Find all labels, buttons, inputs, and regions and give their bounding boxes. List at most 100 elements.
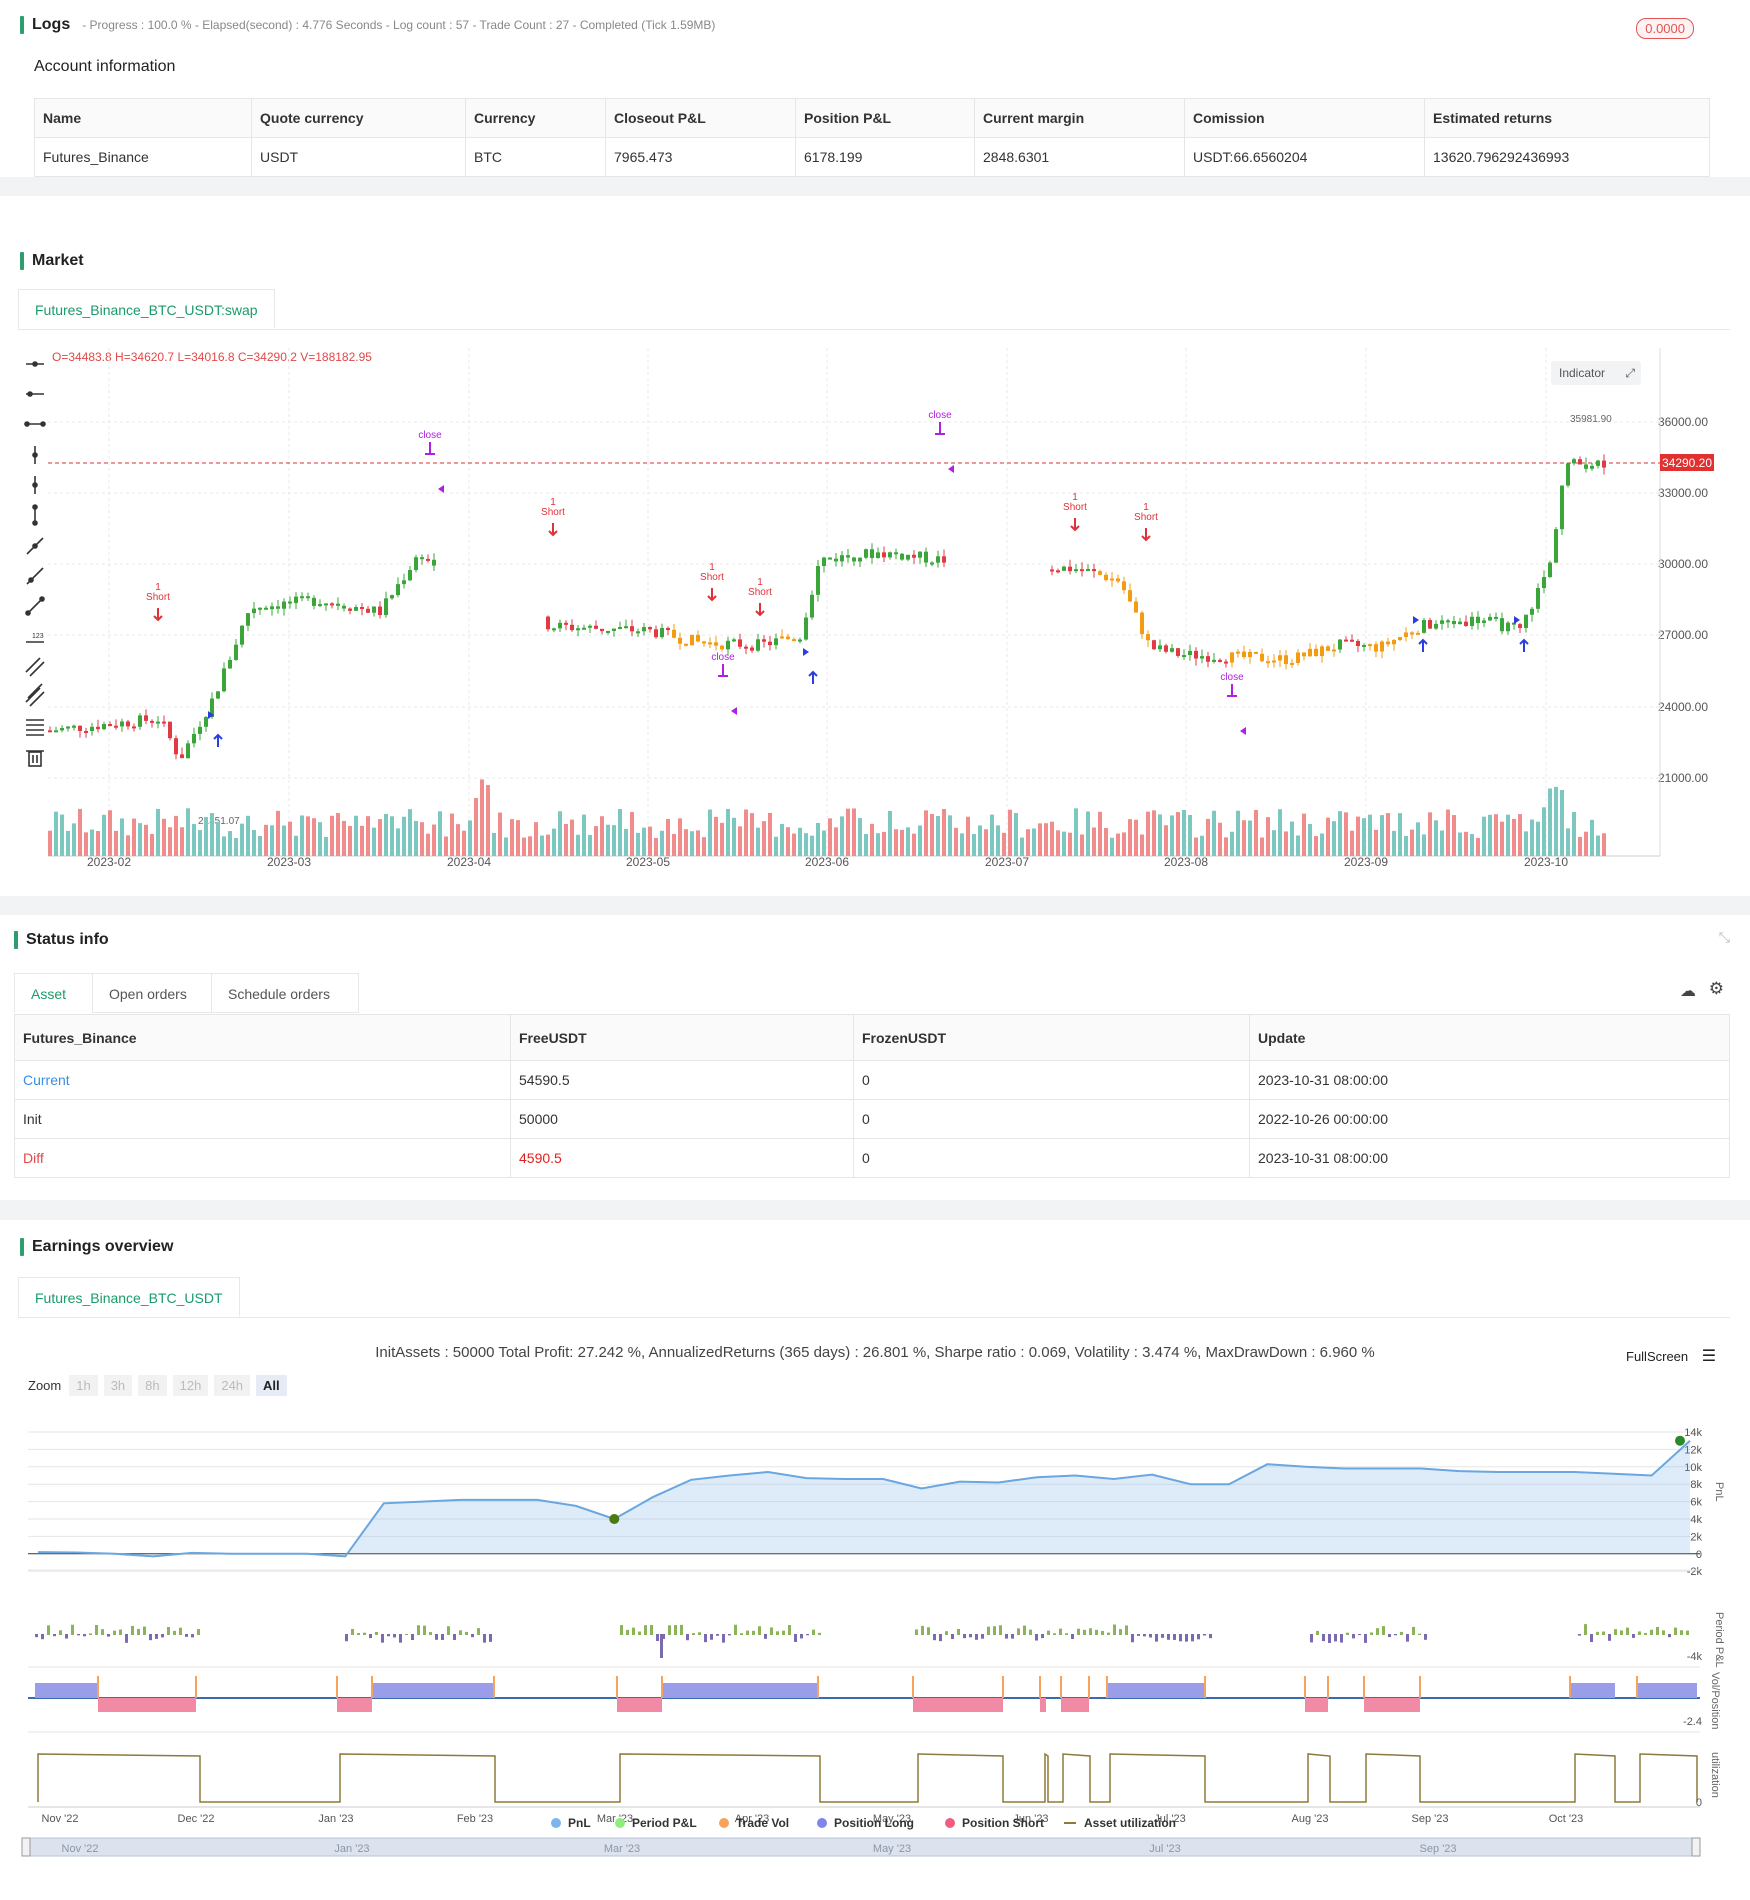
legend-item[interactable]: Position Short <box>945 1816 1044 1830</box>
period-pnl-bar <box>746 1630 749 1635</box>
candle-body <box>708 642 712 645</box>
period-pnl-bar <box>1119 1629 1122 1635</box>
period-pnl-bar <box>59 1630 62 1635</box>
candle-body <box>1464 621 1468 626</box>
parallel-channel-icon[interactable] <box>25 657 45 677</box>
candle-body <box>1182 655 1186 658</box>
close-flag-icon <box>948 465 954 473</box>
indicator-button[interactable]: Indicator ⤢ <box>1551 361 1641 385</box>
candle-body <box>210 698 214 718</box>
candle-body <box>822 557 826 567</box>
pitchfork-icon[interactable] <box>25 683 45 707</box>
expand-icon[interactable]: ⤢ <box>1625 366 1635 380</box>
legend-item[interactable]: PnL <box>551 1816 591 1830</box>
horizontal-line-icon[interactable] <box>26 361 44 367</box>
tab-asset[interactable]: Asset <box>14 973 93 1013</box>
candle-body <box>1500 618 1504 632</box>
candle-body <box>1386 641 1390 645</box>
legend-item[interactable]: Asset utilization <box>1064 1816 1176 1830</box>
candle-body <box>564 622 568 625</box>
zoom-24h-button[interactable]: 24h <box>214 1375 251 1396</box>
candle-body <box>246 613 250 626</box>
section-accent <box>20 252 24 270</box>
candle-body <box>192 733 196 744</box>
period-pnl-bar <box>660 1634 663 1658</box>
candle-body <box>252 608 256 614</box>
trash-icon[interactable] <box>26 750 44 767</box>
candle-body <box>1122 581 1126 591</box>
period-pnl-bar <box>447 1626 450 1635</box>
period-pnl-bar <box>1203 1634 1206 1636</box>
vertical-line-icon[interactable] <box>32 446 38 464</box>
volume-bar <box>1296 835 1300 856</box>
volume-bar <box>1278 809 1282 856</box>
trade-vol-bar <box>97 1676 99 1698</box>
market-panel <box>0 196 1750 896</box>
tab-schedule-orders[interactable]: Schedule orders <box>211 973 359 1013</box>
candle-body <box>666 628 670 631</box>
candle-body <box>1482 620 1486 624</box>
price-range-icon[interactable]: 123 <box>26 633 44 643</box>
horizontal-ray-icon[interactable] <box>26 391 44 397</box>
zoom-all-button[interactable]: All <box>256 1375 287 1396</box>
trade-vol-bar <box>817 1676 819 1698</box>
vertical-ray-icon[interactable] <box>32 476 38 494</box>
trend-line-icon[interactable] <box>26 537 44 555</box>
horizontal-segment-icon[interactable] <box>24 421 46 427</box>
candle-body <box>312 597 316 606</box>
volume-bar <box>60 814 64 856</box>
volume-bar <box>276 810 280 856</box>
long-flag-icon <box>208 711 214 719</box>
menu-icon[interactable]: ☰ <box>1701 1348 1717 1365</box>
tab-earnings-symbol[interactable]: Futures_Binance_BTC_USDT <box>18 1277 240 1317</box>
cloud-download-icon[interactable]: ☁ <box>1680 983 1696 1000</box>
collapse-icon[interactable]: ⤡ <box>1718 929 1730 945</box>
settings-gear-icon[interactable]: ⚙ <box>1708 979 1724 998</box>
zoom-8h-button[interactable]: 8h <box>138 1375 167 1396</box>
legend-item[interactable]: Trade Vol <box>719 1816 789 1830</box>
volume-bar <box>468 820 472 856</box>
candle-body <box>606 630 610 633</box>
tab-open-orders[interactable]: Open orders <box>92 973 212 1013</box>
period-pnl-bar <box>680 1624 683 1635</box>
candle-body <box>1158 645 1162 650</box>
zoom-3h-button[interactable]: 3h <box>103 1375 133 1396</box>
volume-bar <box>228 831 232 856</box>
legend-label: Position Short <box>962 1816 1044 1830</box>
volume-bar <box>936 816 940 856</box>
fib-levels-icon[interactable] <box>26 719 44 736</box>
ohlc-readout: O=34483.8 H=34620.7 L=34016.8 C=34290.2 … <box>52 350 372 364</box>
legend-item[interactable]: Position Long <box>817 1816 914 1830</box>
volume-bar <box>600 816 604 856</box>
volume-bar <box>1290 821 1294 856</box>
zoom-12h-button[interactable]: 12h <box>172 1375 209 1396</box>
volume-bar <box>1032 828 1036 856</box>
period-axis-title: Period P&L <box>1713 1612 1725 1668</box>
signal-label: Short <box>1134 512 1158 523</box>
period-pnl-bar <box>423 1625 426 1635</box>
candle-body <box>414 557 418 571</box>
candle-body <box>1266 661 1270 664</box>
segment-icon[interactable] <box>25 596 45 616</box>
navigator-right-handle <box>1691 1837 1701 1857</box>
legend-item[interactable]: Period P&L <box>615 1816 697 1830</box>
volume-bar <box>378 819 382 856</box>
candle-body <box>300 596 304 599</box>
period-pnl-bar <box>167 1626 170 1635</box>
vertical-segment-icon[interactable] <box>32 504 38 526</box>
row-label-current: Current <box>14 1060 511 1100</box>
period-pnl-bar <box>357 1632 360 1635</box>
period-pnl-bar <box>435 1634 438 1640</box>
close-signal-marker: close <box>1220 672 1246 735</box>
fullscreen-button[interactable]: FullScreen ☰ <box>1626 1346 1716 1366</box>
zoom-1h-button[interactable]: 1h <box>69 1375 98 1396</box>
volume-bar <box>834 827 838 856</box>
candle-body <box>1260 653 1264 662</box>
period-pnl-bar <box>411 1634 414 1641</box>
ray-icon[interactable] <box>26 567 44 585</box>
period-pnl-bar <box>1071 1634 1074 1639</box>
short-arrow-icon <box>755 603 765 617</box>
tab-market-symbol[interactable]: Futures_Binance_BTC_USDT:swap <box>18 289 275 329</box>
close-flag-icon <box>438 485 444 493</box>
position-short-bar <box>1061 1698 1089 1712</box>
